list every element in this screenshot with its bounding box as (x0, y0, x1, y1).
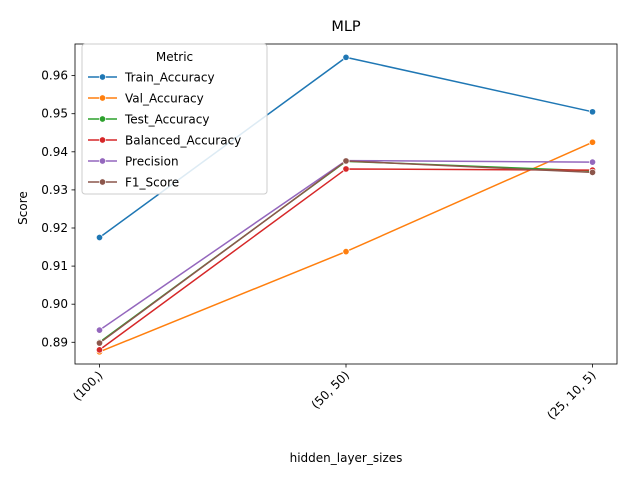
x-tick-label: (25, 10, 5) (544, 368, 598, 422)
y-tick-label: 0.90 (41, 297, 68, 311)
x-tick-label: (100,) (70, 368, 105, 403)
data-point-precision (95, 326, 104, 334)
legend-entry-val-accuracy: Val_Accuracy (125, 92, 204, 106)
y-tick-label: 0.94 (41, 145, 68, 159)
y-axis-label: Score (16, 191, 30, 225)
legend-entry-test-accuracy: Test_Accuracy (124, 113, 209, 127)
y-tick-label: 0.91 (41, 259, 68, 273)
y-tick-label: 0.92 (41, 221, 68, 235)
series-line-balanced-accuracy (99, 168, 593, 351)
y-tick-label: 0.89 (41, 335, 68, 349)
legend: Metric Train_Accuracy Val_Accuracy Test_Acc… (81, 43, 268, 195)
legend-swatch-marker-balanced-accuracy (98, 136, 107, 144)
chart-title: MLP (331, 19, 361, 35)
data-point-precision (588, 158, 597, 166)
data-point-balanced-accuracy (95, 346, 104, 354)
x-tick-label: (50, 50) (309, 368, 353, 412)
legend-entry-train-accuracy: Train_Accuracy (124, 71, 215, 85)
x-axis-label: hidden_layer_sizes (290, 451, 403, 465)
data-point-f1-score (342, 157, 350, 165)
data-point-train-accuracy (588, 108, 597, 116)
legend-swatch-marker-val-accuracy (98, 94, 107, 102)
data-point-val-accuracy (588, 138, 597, 146)
legend-swatch-marker-f1-score (98, 178, 107, 186)
legend-entry-precision: Precision (125, 155, 179, 169)
legend-swatch-marker-precision (98, 157, 107, 165)
data-point-train-accuracy (95, 233, 104, 242)
y-tick-label: 0.96 (41, 69, 68, 83)
data-point-train-accuracy (342, 53, 350, 61)
data-point-balanced-accuracy (342, 165, 350, 173)
data-point-f1-score (588, 168, 597, 176)
legend-title: Metric (156, 50, 193, 64)
legend-entry-balanced-accuracy: Balanced_Accuracy (125, 134, 241, 148)
legend-entry-f1-score: F1_Score (125, 176, 179, 190)
legend-swatch-marker-train-accuracy (98, 73, 107, 81)
y-tick-label: 0.95 (41, 107, 68, 121)
y-tick-label: 0.93 (41, 183, 68, 197)
legend-box (81, 43, 268, 195)
legend-swatch-marker-test-accuracy (98, 115, 107, 123)
data-point-f1-score (95, 339, 104, 347)
data-point-val-accuracy (342, 248, 350, 256)
